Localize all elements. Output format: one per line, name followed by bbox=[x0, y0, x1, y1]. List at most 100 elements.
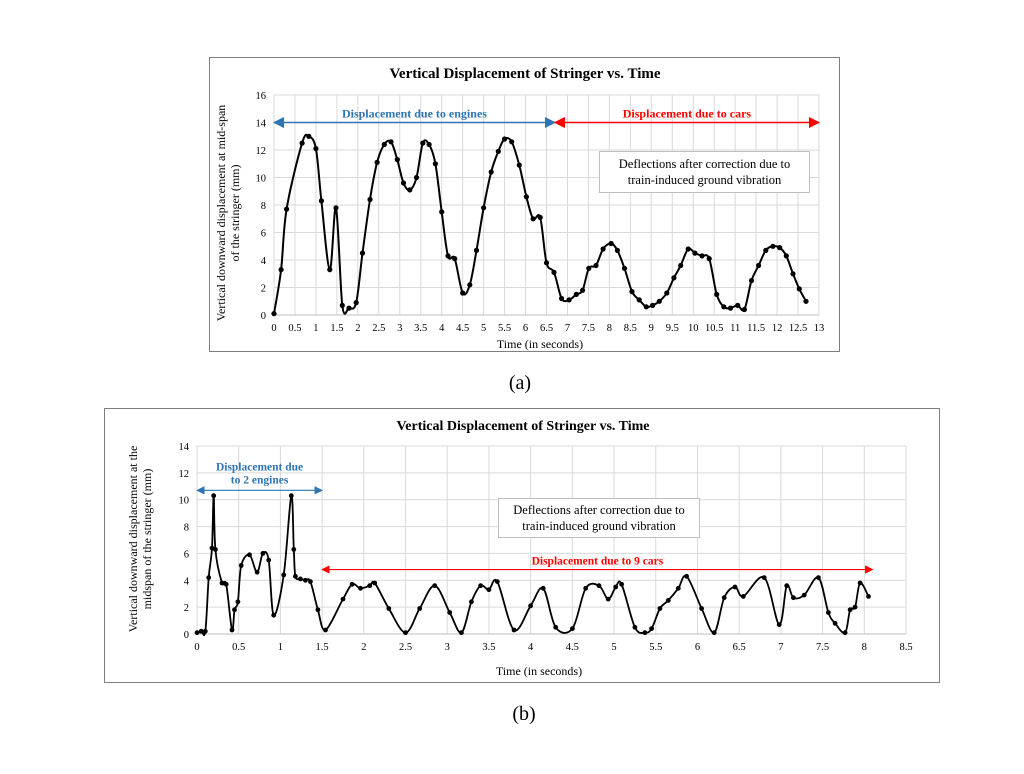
y-tick-label: 16 bbox=[256, 91, 267, 102]
data-point bbox=[238, 563, 244, 568]
x-tick-label: 8 bbox=[862, 642, 867, 653]
data-point bbox=[573, 291, 579, 297]
x-tick-label: 5 bbox=[611, 642, 616, 653]
data-point bbox=[452, 256, 458, 262]
data-point bbox=[281, 572, 287, 578]
x-tick-label: 12 bbox=[772, 323, 783, 334]
data-point bbox=[394, 157, 400, 163]
data-point bbox=[502, 136, 508, 142]
data-point bbox=[211, 493, 217, 499]
data-point bbox=[699, 606, 704, 611]
data-point bbox=[727, 305, 734, 311]
chart-a-x-axis-label: Time (in seconds) bbox=[497, 337, 583, 351]
chart-a-y-axis-label-line1: Vertical downward displacement at mid-sp… bbox=[214, 105, 228, 322]
data-point bbox=[593, 262, 599, 269]
x-tick-label: 1.5 bbox=[330, 323, 343, 334]
x-tick-label: 7 bbox=[565, 323, 570, 334]
data-point bbox=[400, 180, 407, 186]
data-point bbox=[469, 599, 474, 605]
data-point bbox=[741, 306, 748, 313]
cars-annotation: Displacement due to cars bbox=[623, 107, 752, 121]
data-point bbox=[340, 596, 346, 602]
x-tick-label: 10.5 bbox=[705, 323, 723, 334]
data-point bbox=[247, 552, 252, 558]
chart-a-data-points bbox=[271, 133, 809, 317]
x-tick-label: 2 bbox=[361, 642, 366, 653]
data-point bbox=[349, 581, 355, 587]
data-point bbox=[194, 630, 200, 636]
data-point bbox=[842, 630, 848, 636]
x-tick-label: 0 bbox=[194, 642, 199, 653]
data-point bbox=[711, 630, 717, 636]
data-point bbox=[706, 256, 712, 262]
chart-panel-b: Vertical Displacement of Stringer vs. Ti… bbox=[104, 408, 940, 683]
data-point bbox=[381, 141, 387, 148]
data-point bbox=[656, 298, 662, 304]
data-point bbox=[426, 141, 432, 148]
data-point bbox=[675, 585, 681, 591]
x-tick-label: 10 bbox=[688, 323, 699, 334]
data-point bbox=[271, 612, 277, 618]
data-point bbox=[260, 551, 266, 556]
data-point bbox=[198, 628, 204, 634]
data-point bbox=[306, 133, 312, 139]
data-point bbox=[313, 146, 319, 152]
y-tick-label: 6 bbox=[184, 549, 189, 560]
data-point bbox=[530, 216, 536, 222]
y-tick-label: 2 bbox=[184, 603, 189, 614]
x-tick-label: 4.5 bbox=[566, 642, 579, 653]
chart-b-y-axis: 0 2 4 6 8 10 12 14 bbox=[179, 442, 190, 641]
engines-annotation-line2: to 2 engines bbox=[231, 474, 289, 486]
x-tick-label: 9.5 bbox=[666, 323, 679, 334]
x-tick-label: 0.5 bbox=[232, 642, 245, 653]
x-tick-label: 2 bbox=[355, 323, 360, 334]
data-point bbox=[791, 595, 796, 601]
chart-panel-a: Vertical Displacement of Stringer vs. Ti… bbox=[209, 57, 840, 352]
data-point bbox=[358, 585, 363, 591]
x-tick-label: 8.5 bbox=[899, 642, 912, 653]
y-tick-label: 0 bbox=[261, 311, 266, 322]
x-tick-label: 2.5 bbox=[399, 642, 412, 653]
data-point bbox=[801, 592, 807, 598]
data-point bbox=[303, 577, 308, 583]
chart-b-note: Deflections after correction due to trai… bbox=[498, 498, 700, 538]
x-tick-label: 4.5 bbox=[456, 323, 469, 334]
x-tick-label: 12.5 bbox=[789, 323, 807, 334]
data-point bbox=[523, 194, 529, 200]
data-point bbox=[278, 267, 284, 273]
data-point bbox=[271, 311, 277, 317]
x-tick-label: 8.5 bbox=[624, 323, 637, 334]
x-tick-label: 0.5 bbox=[288, 323, 301, 334]
x-tick-label: 8 bbox=[607, 323, 612, 334]
x-tick-label: 3 bbox=[445, 642, 450, 653]
data-point bbox=[790, 271, 796, 277]
chart-a-note: Deflections after correction due to trai… bbox=[599, 151, 810, 193]
data-point bbox=[614, 247, 620, 253]
x-tick-label: 3.5 bbox=[482, 642, 495, 653]
data-point bbox=[756, 262, 762, 269]
x-tick-label: 3 bbox=[397, 323, 402, 334]
x-tick-label: 5.5 bbox=[498, 323, 511, 334]
data-point bbox=[632, 624, 638, 630]
chart-b-title: Vertical Displacement of Stringer vs. Ti… bbox=[396, 419, 649, 434]
data-point bbox=[488, 169, 494, 175]
data-point bbox=[298, 576, 303, 582]
y-tick-label: 8 bbox=[261, 201, 266, 212]
data-point bbox=[566, 297, 572, 303]
data-point bbox=[583, 585, 589, 591]
x-tick-label: 6 bbox=[523, 323, 528, 334]
data-point bbox=[315, 607, 321, 613]
y-tick-label: 8 bbox=[184, 523, 189, 534]
engines-annotation: Displacement due to engines bbox=[342, 107, 487, 121]
x-tick-label: 5.5 bbox=[649, 642, 662, 653]
chart-a-note-line1: Deflections after correction due to bbox=[618, 157, 791, 171]
y-tick-label: 2 bbox=[261, 284, 266, 295]
data-point bbox=[353, 300, 359, 306]
data-point bbox=[266, 557, 272, 563]
data-point bbox=[803, 298, 809, 304]
data-point bbox=[629, 289, 635, 295]
x-tick-label: 4 bbox=[528, 642, 534, 653]
chart-a-x-axis: 0 0.5 1 1.5 2 2.5 3 3.5 4 4.5 5 5.5 6 6.5 7 7.5 8 8.5 9 9.5… bbox=[271, 323, 824, 334]
data-point bbox=[327, 267, 333, 273]
data-point bbox=[684, 573, 689, 579]
